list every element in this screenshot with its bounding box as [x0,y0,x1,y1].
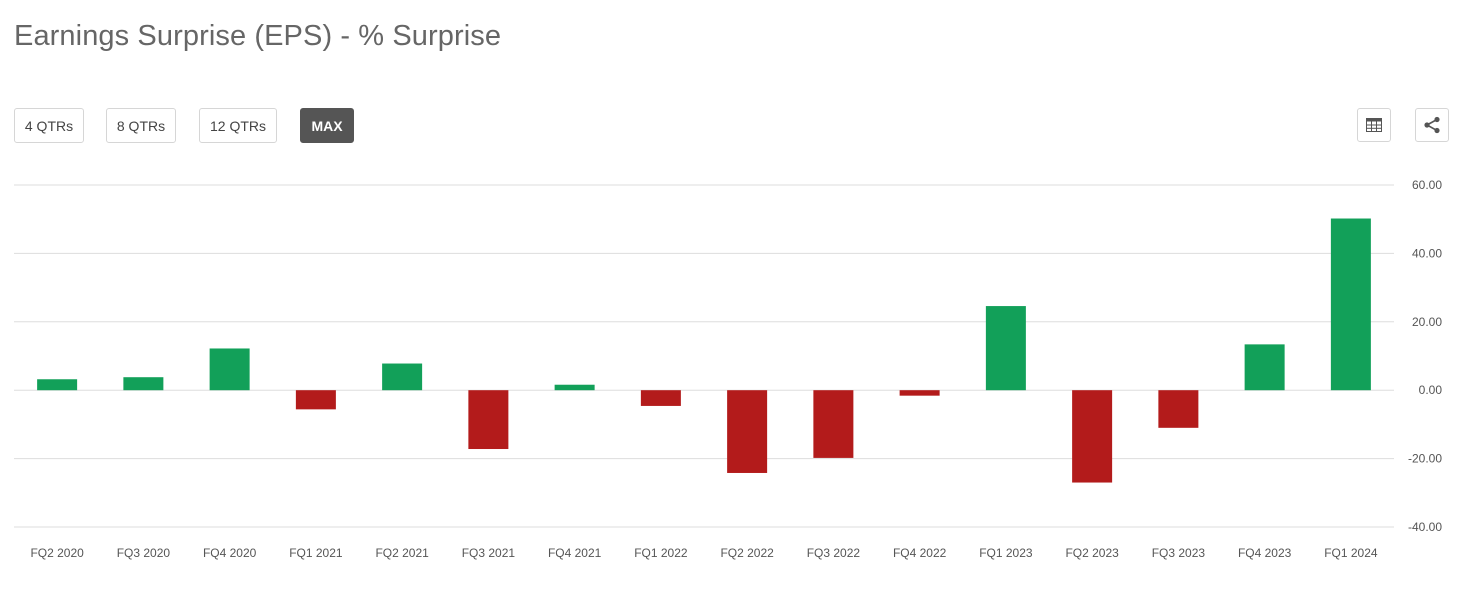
x-tick-label: FQ2 2022 [720,546,774,560]
page-title: Earnings Surprise (EPS) - % Surprise [14,20,502,52]
bar-fq2-2023[interactable] [1072,390,1113,483]
x-tick-label: FQ1 2023 [979,546,1033,560]
bar-fq3-2021[interactable] [468,390,509,450]
x-tick-label: FQ4 2020 [203,546,257,560]
y-tick-label: 20.00 [1412,315,1442,329]
table-icon [1366,118,1382,132]
bar-fq2-2022[interactable] [727,390,768,473]
x-tick-label: FQ4 2021 [548,546,602,560]
x-tick-label: FQ1 2024 [1324,546,1378,560]
bar-fq1-2023[interactable] [985,306,1026,391]
bar-fq4-2020[interactable] [209,348,250,391]
x-tick-label: FQ2 2021 [375,546,429,560]
bar-fq2-2021[interactable] [382,363,423,391]
x-tick-label: FQ1 2022 [634,546,688,560]
x-tick-label: FQ3 2022 [807,546,861,560]
y-tick-label: -20.00 [1408,452,1442,466]
x-tick-label: FQ1 2021 [289,546,343,560]
bar-fq3-2020[interactable] [123,377,164,391]
x-tick-label: FQ3 2021 [462,546,516,560]
bar-fq1-2024[interactable] [1330,218,1371,391]
table-view-button[interactable] [1357,108,1391,142]
range-max-button[interactable]: MAX [300,108,354,143]
x-tick-label: FQ3 2023 [1152,546,1206,560]
y-tick-label: -40.00 [1408,520,1442,534]
x-tick-label: FQ3 2020 [117,546,171,560]
y-tick-label: 0.00 [1419,383,1443,397]
bar-fq3-2023[interactable] [1158,390,1199,428]
bar-fq1-2021[interactable] [295,390,336,410]
x-tick-label: FQ2 2020 [30,546,84,560]
share-icon [1424,116,1440,134]
share-button[interactable] [1415,108,1449,142]
bar-fq4-2023[interactable] [1244,344,1285,391]
bar-fq4-2022[interactable] [899,390,940,396]
range-8-qtrs-button[interactable]: 8 QTRs [106,108,176,143]
x-tick-label: FQ4 2022 [893,546,947,560]
y-tick-label: 40.00 [1412,246,1442,260]
x-tick-label: FQ2 2023 [1065,546,1119,560]
bar-fq1-2022[interactable] [640,390,681,406]
bar-fq2-2020[interactable] [37,379,78,391]
bar-fq4-2021[interactable] [554,384,595,391]
bar-fq3-2022[interactable] [813,390,854,458]
x-tick-label: FQ4 2023 [1238,546,1292,560]
range-4-qtrs-button[interactable]: 4 QTRs [14,108,84,143]
range-12-qtrs-button[interactable]: 12 QTRs [199,108,277,143]
y-tick-label: 60.00 [1412,178,1442,192]
